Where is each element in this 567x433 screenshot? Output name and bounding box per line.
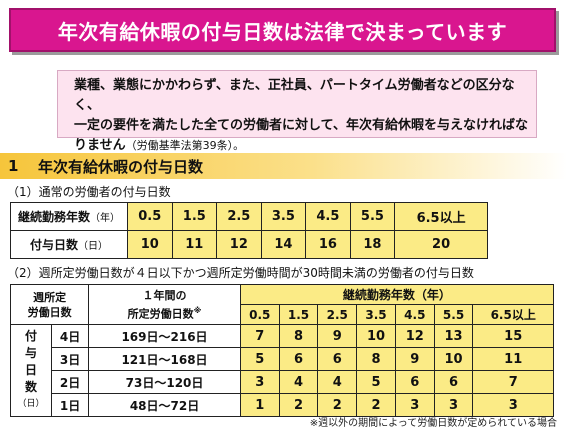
year-cell: 6.5以上 xyxy=(472,304,554,325)
days-cell: 8 xyxy=(356,347,396,371)
days-cell: 7 xyxy=(472,370,554,394)
annual-cell: 48日～72日 xyxy=(88,393,241,417)
days-cell: 3 xyxy=(394,393,435,417)
header-line: １年間の xyxy=(142,288,187,302)
year-cell: 2.5 xyxy=(317,304,358,325)
days-cell: 6 xyxy=(433,370,474,394)
table-cell: 6.5以上 xyxy=(394,202,488,231)
page-title: 年次有給休暇の付与日数は法律で決まっています xyxy=(57,19,508,44)
header-line: 週所定 xyxy=(33,290,67,304)
row-header-label: 継続勤務年数 xyxy=(17,210,90,224)
days-cell: 3 xyxy=(239,370,280,394)
table-row: 2日 73日～120日 3 4 4 5 6 6 7 xyxy=(11,370,554,394)
table2-caption: （2）週所定労働日数が４日以下かつ週所定労働時間が30時間未満の労働者の付与日数 xyxy=(7,266,474,280)
section-heading: 1 年次有給休暇の付与日数 xyxy=(0,153,567,179)
row-header-unit: （日） xyxy=(78,241,108,252)
side-unit: （日） xyxy=(17,399,45,409)
table1-caption: （1）通常の労働者の付与日数 xyxy=(7,185,171,199)
days-cell: 6 xyxy=(278,347,319,371)
year-cell: 0.5 xyxy=(239,304,280,325)
weekly-cell: 1日 xyxy=(50,393,90,417)
days-cell: 6 xyxy=(317,347,358,371)
table-cell: 3.5 xyxy=(260,202,307,231)
section-number: 1 xyxy=(8,157,19,175)
annual-days-header: １年間の 所定労働日数※ xyxy=(88,284,241,325)
part-time-worker-table: 週所定 労働日数 １年間の 所定労働日数※ 継続勤務年数（年） 0.5 1.5 … xyxy=(9,284,555,417)
days-cell: 5 xyxy=(356,370,396,394)
footnote: ※週以外の期間によって労働日数が定められている場合 xyxy=(309,418,557,429)
notice-box: 業種、業態にかかわらず、また、正社員、パートタイム労働者などの区分なく、 一定の… xyxy=(57,70,537,153)
days-cell: 10 xyxy=(356,324,396,348)
row-header-years: 継続勤務年数（年） xyxy=(10,202,128,231)
days-cell: 15 xyxy=(472,324,554,348)
notice-line: 業種、業態にかかわらず、また、正社員、パートタイム労働者などの区分なく、 xyxy=(74,78,515,113)
table-row: 1日 48日～72日 1 2 2 2 3 3 3 xyxy=(11,393,554,417)
regular-worker-table: 継続勤務年数（年） 0.5 1.5 2.5 3.5 4.5 5.5 6.5以上 … xyxy=(10,202,488,259)
table-header-row: 週所定 労働日数 １年間の 所定労働日数※ 継続勤務年数（年） xyxy=(9,284,555,325)
days-cell: 1 xyxy=(239,393,280,417)
footnote-mark: ※ xyxy=(193,305,202,315)
table-cell: 4.5 xyxy=(305,202,351,231)
table-cell: 16 xyxy=(305,230,351,259)
days-cell: 4 xyxy=(278,370,319,394)
row-header-unit: （年） xyxy=(90,213,120,224)
weekly-cell: 4日 xyxy=(50,324,90,348)
days-cell: 7 xyxy=(239,324,280,348)
annual-cell: 169日～216日 xyxy=(88,324,241,348)
days-cell: 9 xyxy=(317,324,358,348)
days-cell: 9 xyxy=(394,347,435,371)
annual-cell: 121日～168日 xyxy=(88,347,241,371)
side-label: 付 与 日 数 （日） xyxy=(10,324,52,417)
title-banner: 年次有給休暇の付与日数は法律で決まっています xyxy=(9,8,556,52)
side-char: 与 xyxy=(24,346,37,360)
table-cell: 10 xyxy=(127,230,173,259)
days-cell: 2 xyxy=(356,393,396,417)
year-cell: 3.5 xyxy=(356,304,396,325)
weekly-cell: 2日 xyxy=(50,370,90,394)
side-char: 付 xyxy=(24,329,37,343)
days-cell: 6 xyxy=(394,370,435,394)
table-cell: 1.5 xyxy=(171,202,218,231)
side-char: 数 xyxy=(24,380,37,394)
weekly-days-header: 週所定 労働日数 xyxy=(9,284,90,325)
weekly-cell: 3日 xyxy=(50,347,90,371)
table-cell: 20 xyxy=(394,230,488,259)
days-cell: 11 xyxy=(472,347,554,371)
table-cell: 11 xyxy=(171,230,218,259)
section-title: 年次有給休暇の付与日数 xyxy=(38,157,204,176)
notice-line: 一定の要件を満たした全ての労働者に対して、年次有給休暇を与えなければな xyxy=(74,118,528,133)
year-cell: 4.5 xyxy=(394,304,435,325)
days-cell: 3 xyxy=(472,393,554,417)
year-cell: 5.5 xyxy=(433,304,474,325)
days-cell: 12 xyxy=(394,324,435,348)
row-header-days: 付与日数（日） xyxy=(10,230,128,259)
years-header: 継続勤務年数（年） xyxy=(239,284,555,305)
table-row: 付与日数（日） 10 11 12 14 16 18 20 xyxy=(10,230,488,259)
table-header-row: 0.5 1.5 2.5 3.5 4.5 5.5 6.5以上 xyxy=(11,304,554,325)
table-row: 3日 121日～168日 5 6 6 8 9 10 11 xyxy=(11,347,554,371)
days-cell: 13 xyxy=(433,324,474,348)
table-cell: 12 xyxy=(216,230,262,259)
row-header-label: 付与日数 xyxy=(29,238,78,252)
days-cell: 10 xyxy=(433,347,474,371)
days-cell: 3 xyxy=(433,393,474,417)
table-cell: 5.5 xyxy=(349,202,396,231)
days-cell: 4 xyxy=(317,370,358,394)
days-cell: 5 xyxy=(239,347,280,371)
table-cell: 0.5 xyxy=(127,202,173,231)
table-cell: 14 xyxy=(260,230,307,259)
table-row: 付 与 日 数 （日） 4日 169日～216日 7 8 9 10 12 13 … xyxy=(10,324,554,417)
table-cell: 18 xyxy=(349,230,396,259)
year-cell: 1.5 xyxy=(278,304,319,325)
notice-line: りません xyxy=(74,138,126,153)
header-line: 所定労働日数 xyxy=(127,307,194,321)
annual-cell: 73日～120日 xyxy=(88,370,241,394)
table-row: 継続勤務年数（年） 0.5 1.5 2.5 3.5 4.5 5.5 6.5以上 xyxy=(10,202,488,231)
days-cell: 8 xyxy=(278,324,319,348)
header-line: 労働日数 xyxy=(27,305,72,319)
side-char: 日 xyxy=(24,363,37,377)
table-cell: 2.5 xyxy=(216,202,262,231)
law-reference: （労働基準法第39条）。 xyxy=(125,139,245,152)
